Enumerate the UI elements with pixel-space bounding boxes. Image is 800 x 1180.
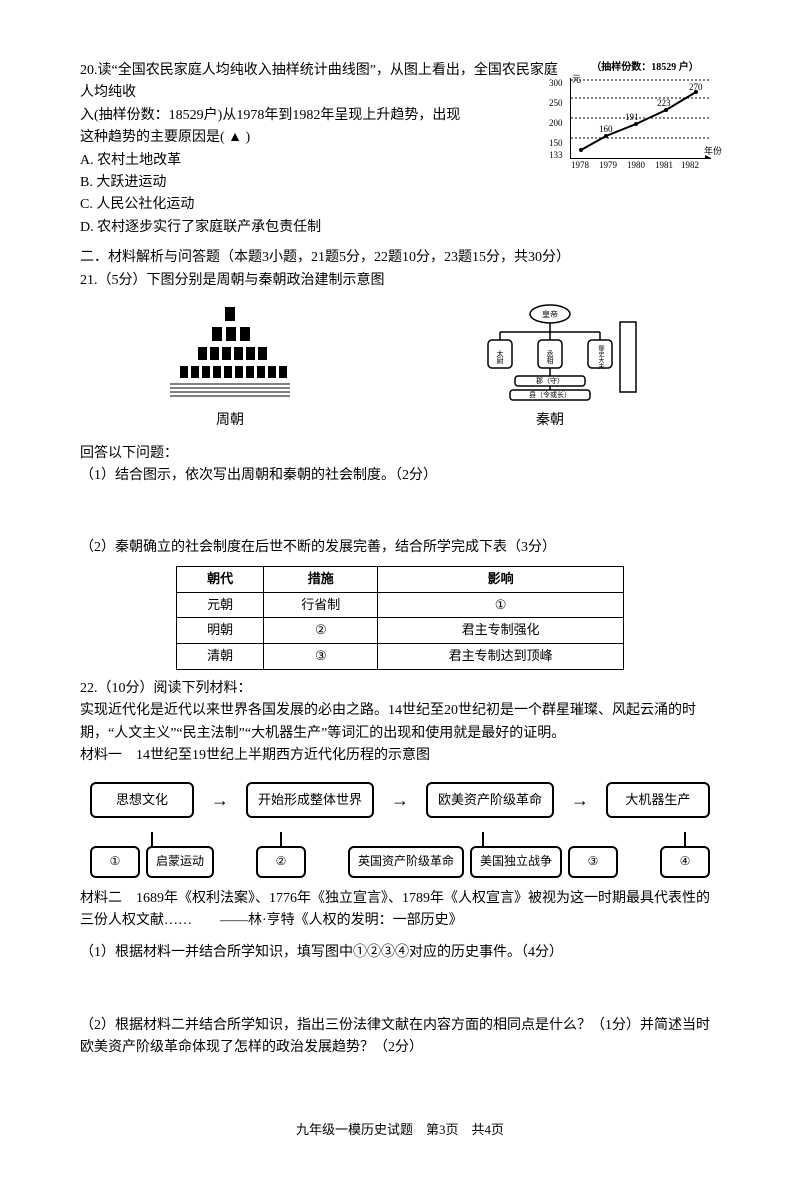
opt-d: D. 农村逐步实行了家庭联产承包责任制 <box>80 217 720 239</box>
flowchart-sub: ① 启蒙运动 ② 英国资产阶级革命 美国独立战争 ③ ④ <box>90 832 710 877</box>
q21-ans-prompt: 回答以下问题： <box>80 443 720 465</box>
chart-area: 300 250 200 150 133 160 191 223 270 <box>570 78 711 159</box>
q22-mat2: 材料二 1689年《权利法案》、1776年《独立宣言》、1789年《人权宣言》被… <box>80 888 720 933</box>
flow-sub: ③ <box>568 846 618 877</box>
arrow-icon: → <box>391 786 409 815</box>
x-unit: 年份 <box>704 144 722 158</box>
flow-sub: ② <box>256 846 306 877</box>
q21: 21.（5分）下图分别是周朝与秦朝政治建制示意图 周朝 <box>80 270 720 671</box>
svg-text:县（令或长）: 县（令或长） <box>529 390 571 399</box>
qin-top: 皇帝 <box>542 309 558 319</box>
flow-top-2: 开始形成整体世界 <box>246 782 374 819</box>
flowchart-top: 思想文化 → 开始形成整体世界 → 欧美资产阶级革命 → 大机器生产 <box>90 782 710 819</box>
opt-b: B. 大跃进运动 <box>80 172 720 194</box>
flow-sub: 启蒙运动 <box>146 846 214 877</box>
q22-mat1: 材料一 14世纪至19世纪上半期西方近代化历程的示意图 <box>80 745 720 767</box>
q21-stem: 21.（5分）下图分别是周朝与秦朝政治建制示意图 <box>80 270 720 292</box>
q22-stem: 22.（10分）阅读下列材料： <box>80 678 720 700</box>
opt-c: C. 人民公社化运动 <box>80 194 720 216</box>
flow-col-4: ④ <box>660 832 710 877</box>
svg-text:郡（守）: 郡（守） <box>536 376 564 385</box>
svg-text:御史大夫: 御史大夫 <box>597 344 604 370</box>
q20: （抽样份数：18529 户） 元 300 250 200 150 133 160 <box>80 60 720 239</box>
flow-sub: ① <box>90 846 140 877</box>
q21-table: 朝代 措施 影响 元朝行省制① 明朝②君主专制强化 清朝③君主专制达到顶峰 <box>176 566 624 670</box>
arrow-icon: → <box>571 786 589 815</box>
svg-text:丞相: 丞相 <box>546 349 554 365</box>
qin-svg: 皇帝 太尉 丞相 御史大夫 郡（守） 县（令或长） <box>460 302 640 402</box>
q20-chart: （抽样份数：18529 户） 元 300 250 200 150 133 160 <box>570 60 720 170</box>
q21-sub2: （2）秦朝确立的社会制度在后世不断的发展完善，结合所学完成下表（3分） <box>80 537 720 559</box>
zhou-diagram: 周朝 <box>160 302 300 433</box>
flow-col-2: ② <box>256 832 306 877</box>
th: 朝代 <box>177 566 264 592</box>
q21-sub1: （1）结合图示，依次写出周朝和秦朝的社会制度。（2分） <box>80 465 720 487</box>
svg-text:太尉: 太尉 <box>496 349 504 364</box>
table-row: 元朝行省制① <box>177 592 624 618</box>
qin-diagram: 皇帝 太尉 丞相 御史大夫 郡（守） 县（令或长） 秦朝 <box>460 302 640 433</box>
q22-sub2: （2）根据材料二并结合所学知识，指出三份法律文献在内容方面的相同点是什么？（1分… <box>80 1015 720 1060</box>
flow-sub: ④ <box>660 846 710 877</box>
page-footer: 九年级一模历史试题 第3页 共4页 <box>80 1120 720 1141</box>
section2-title: 二．材料解析与问答题（本题3小题，21题5分，22题10分，23题15分，共30… <box>80 247 720 269</box>
arrow-icon: → <box>211 786 229 815</box>
flow-col-3: 英国资产阶级革命 美国独立战争 ③ <box>348 832 618 877</box>
table-row: 朝代 措施 影响 <box>177 566 624 592</box>
table-row: 清朝③君主专制达到顶峰 <box>177 644 624 670</box>
th: 措施 <box>264 566 378 592</box>
qin-label: 秦朝 <box>460 410 640 432</box>
flow-col-1: ① 启蒙运动 <box>90 832 214 877</box>
q22: 22.（10分）阅读下列材料： 实现近代化是近代以来世界各国发展的必由之路。14… <box>80 678 720 1060</box>
th: 影响 <box>378 566 624 592</box>
q21-diagrams: 周朝 皇帝 太尉 <box>80 302 720 433</box>
flow-top-3: 欧美资产阶级革命 <box>426 782 554 819</box>
q22-sub1: （1）根据材料一并结合所学知识，填写图中①②③④对应的历史事件。（4分） <box>80 942 720 964</box>
q22-para: 实现近代化是近代以来世界各国发展的必由之路。14世纪至20世纪初是一个群星璀璨、… <box>80 700 720 745</box>
flow-top-4: 大机器生产 <box>606 782 710 819</box>
flow-top-1: 思想文化 <box>90 782 194 819</box>
table-row: 明朝②君主专制强化 <box>177 618 624 644</box>
zhou-label: 周朝 <box>160 410 300 432</box>
flow-sub: 美国独立战争 <box>470 846 562 877</box>
flow-sub: 英国资产阶级革命 <box>348 846 464 877</box>
pyramid-icon <box>160 302 300 402</box>
chart-title: （抽样份数：18529 户） <box>570 60 720 76</box>
